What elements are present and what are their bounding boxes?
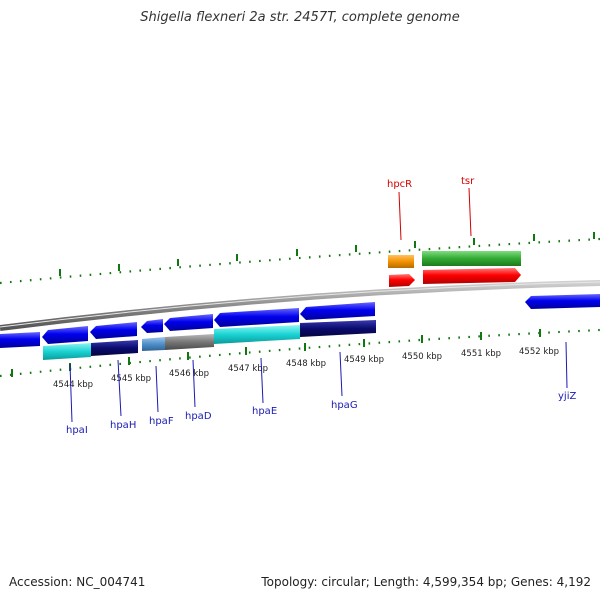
- gene-label-hpaE[interactable]: hpaE: [252, 406, 277, 417]
- gene-arrow-hpaH[interactable]: [90, 322, 137, 339]
- scale-label: 4548 kbp: [286, 359, 326, 369]
- gene-segment[interactable]: [142, 337, 165, 351]
- gene-segment[interactable]: [43, 343, 91, 360]
- gene-segment[interactable]: [165, 334, 214, 350]
- gene-label-hpaF[interactable]: hpaF: [149, 416, 174, 427]
- gene-arrow-hpaI[interactable]: [42, 326, 88, 344]
- gene-arrow-hpaF[interactable]: [141, 319, 163, 333]
- bottom-gene-labels: [69, 341, 568, 423]
- top-gene-labels: hpcR tsr: [387, 176, 475, 241]
- gene-arrow-hpaG[interactable]: [300, 302, 375, 320]
- gene-arrow-tsr[interactable]: [423, 268, 521, 284]
- scale-label: 4546 kbp: [169, 369, 209, 379]
- accession-text: Accession: NC_004741: [9, 575, 146, 589]
- scale-labels: 4544 kbp 4545 kbp 4546 kbp 4547 kbp 4548…: [53, 347, 559, 390]
- scale-label: 4544 kbp: [53, 380, 93, 390]
- scale-label: 4550 kbp: [402, 352, 442, 362]
- scale-label: 4552 kbp: [519, 347, 559, 357]
- gene-label-hpcR[interactable]: hpcR: [387, 179, 412, 190]
- scale-label: 4551 kbp: [461, 349, 501, 359]
- gene-segment[interactable]: [300, 320, 376, 337]
- reverse-gene-row: [0, 294, 600, 348]
- gene-segment[interactable]: [91, 340, 138, 356]
- genome-summary-text: Topology: circular; Length: 4,599,354 bp…: [261, 575, 591, 589]
- scale-label: 4545 kbp: [111, 374, 151, 384]
- forward-cog-row: [388, 251, 521, 268]
- gene-segment[interactable]: [422, 251, 521, 266]
- gene-label-yjiZ[interactable]: yjiZ: [558, 391, 576, 402]
- forward-gene-row: [389, 268, 521, 287]
- reverse-cog-row: [43, 320, 376, 360]
- gene-label-hpaD[interactable]: hpaD: [185, 411, 212, 422]
- gene-arrow-hpaE[interactable]: [214, 308, 299, 327]
- outer-tick-ring: [0, 232, 600, 285]
- scale-label: 4547 kbp: [228, 364, 268, 374]
- gene-arrow-hpcR[interactable]: [389, 274, 415, 287]
- genome-backbone: [0, 280, 600, 331]
- gene-arrow-yjiZ[interactable]: [525, 294, 600, 309]
- gene-label-hpaH[interactable]: hpaH: [110, 420, 136, 431]
- inner-tick-ring: [0, 328, 600, 378]
- gene-label-hpaG[interactable]: hpaG: [331, 400, 358, 411]
- gene-label-hpaI[interactable]: hpaI: [66, 425, 88, 436]
- map-title: Shigella flexneri 2a str. 2457T, complet…: [140, 10, 460, 25]
- gene-segment[interactable]: [214, 325, 300, 344]
- gene-arrow-hpaD[interactable]: [164, 314, 213, 331]
- gene-segment[interactable]: [388, 255, 414, 268]
- scale-label: 4549 kbp: [344, 355, 384, 365]
- gene-label-tsr[interactable]: tsr: [461, 176, 475, 187]
- gene-arrow[interactable]: [0, 332, 40, 348]
